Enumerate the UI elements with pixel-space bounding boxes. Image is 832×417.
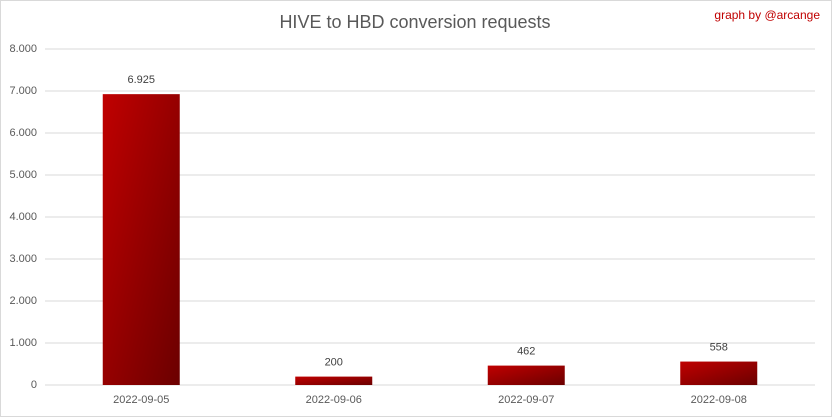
y-tick-label: 7.000 [9, 85, 37, 97]
chart-title: HIVE to HBD conversion requests [279, 12, 550, 32]
y-tick-label: 0 [31, 379, 37, 391]
x-tick-label: 2022-09-07 [498, 394, 554, 406]
x-tick-label: 2022-09-08 [691, 394, 747, 406]
bar [295, 376, 373, 385]
data-label: 200 [325, 357, 343, 369]
data-label: 558 [710, 341, 728, 353]
x-tick-label: 2022-09-06 [306, 394, 362, 406]
data-label: 6.925 [127, 74, 155, 86]
y-tick-label: 4.000 [9, 211, 37, 223]
bar [487, 365, 565, 385]
y-tick-label: 8.000 [9, 43, 37, 55]
y-tick-label: 2.000 [9, 295, 37, 307]
credit: graph by @arcange [714, 8, 820, 22]
y-tick-label: 1.000 [9, 337, 37, 349]
bar [102, 94, 180, 386]
x-tick-label: 2022-09-05 [113, 394, 169, 406]
data-label: 462 [517, 346, 535, 358]
y-tick-label: 6.000 [9, 127, 37, 139]
y-tick-label: 5.000 [9, 169, 37, 181]
y-tick-label: 3.000 [9, 253, 37, 265]
bar [680, 361, 758, 385]
